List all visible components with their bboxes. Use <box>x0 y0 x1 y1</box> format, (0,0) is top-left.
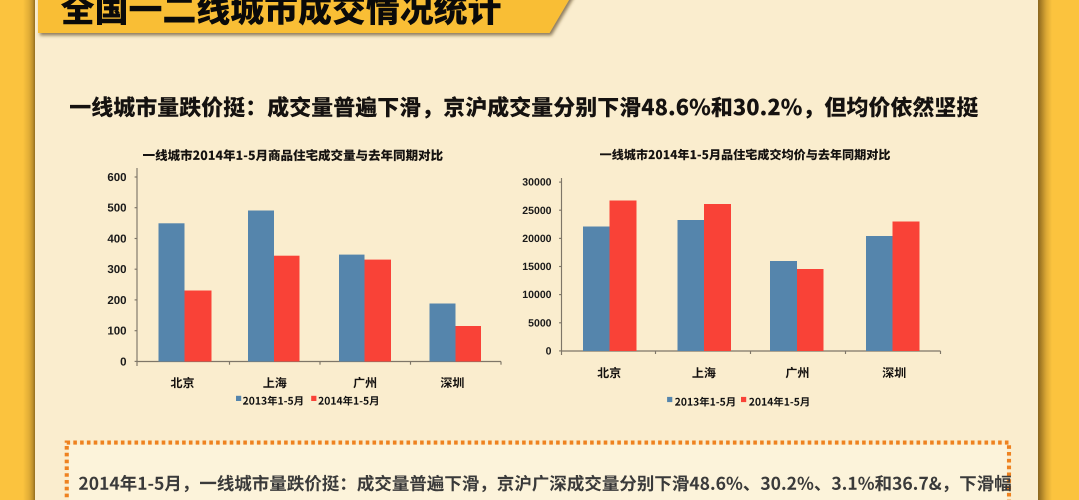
svg-text:30000: 30000 <box>522 177 551 189</box>
svg-text:600: 600 <box>107 172 126 184</box>
svg-text:500: 500 <box>107 203 126 215</box>
svg-text:0: 0 <box>546 346 552 358</box>
svg-text:400: 400 <box>107 234 126 246</box>
svg-text:15000: 15000 <box>522 261 551 273</box>
svg-text:20000: 20000 <box>522 233 551 245</box>
svg-text:5000: 5000 <box>528 317 552 329</box>
svg-text:10000: 10000 <box>522 289 551 301</box>
svg-text:200: 200 <box>107 295 126 307</box>
svg-text:300: 300 <box>107 264 126 276</box>
svg-text:0: 0 <box>120 356 126 368</box>
svg-text:100: 100 <box>107 326 126 338</box>
svg-text:25000: 25000 <box>522 205 551 217</box>
